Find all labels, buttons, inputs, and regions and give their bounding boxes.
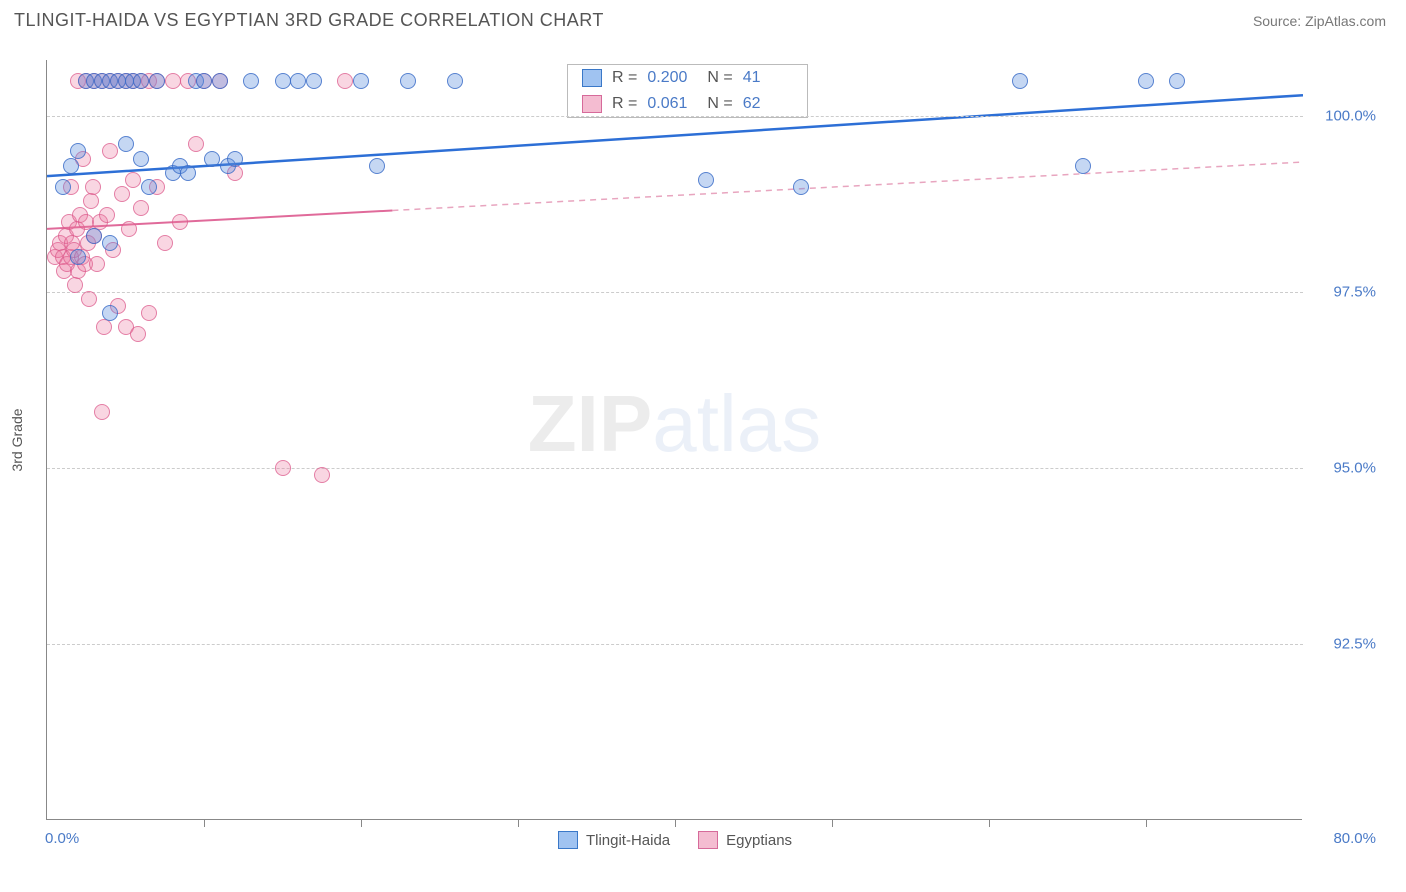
y-axis-title: 3rd Grade xyxy=(9,408,25,471)
data-point-pink xyxy=(314,467,330,483)
data-point-blue xyxy=(1169,73,1185,89)
n-value-blue: 41 xyxy=(743,69,793,87)
y-tick-label: 95.0% xyxy=(1333,460,1376,477)
data-point-blue xyxy=(180,165,196,181)
data-point-blue xyxy=(141,179,157,195)
stats-row-pink: R = 0.061 N = 62 xyxy=(568,91,807,117)
data-point-pink xyxy=(83,193,99,209)
data-point-blue xyxy=(102,305,118,321)
gridline xyxy=(47,116,1303,117)
legend-label-pink: Egyptians xyxy=(726,832,792,849)
data-point-blue xyxy=(70,143,86,159)
data-point-pink xyxy=(275,460,291,476)
x-tick xyxy=(1146,819,1147,827)
x-tick xyxy=(989,819,990,827)
y-tick-label: 92.5% xyxy=(1333,636,1376,653)
data-point-blue xyxy=(102,235,118,251)
data-point-blue xyxy=(204,151,220,167)
data-point-blue xyxy=(698,172,714,188)
data-point-pink xyxy=(165,73,181,89)
gridline xyxy=(47,468,1303,469)
x-tick xyxy=(518,819,519,827)
swatch-pink-icon xyxy=(698,831,718,849)
data-point-pink xyxy=(337,73,353,89)
gridline xyxy=(47,644,1303,645)
n-value-pink: 62 xyxy=(743,95,793,113)
data-point-blue xyxy=(1138,73,1154,89)
data-point-blue xyxy=(70,249,86,265)
data-point-pink xyxy=(96,319,112,335)
swatch-pink-icon xyxy=(582,95,602,113)
data-point-pink xyxy=(125,172,141,188)
n-label: N = xyxy=(707,69,732,87)
data-point-pink xyxy=(141,305,157,321)
data-point-blue xyxy=(86,228,102,244)
r-value-pink: 0.061 xyxy=(647,95,697,113)
data-point-blue xyxy=(118,136,134,152)
data-point-blue xyxy=(275,73,291,89)
data-point-pink xyxy=(188,136,204,152)
data-point-blue xyxy=(63,158,79,174)
data-point-pink xyxy=(89,256,105,272)
data-point-blue xyxy=(55,179,71,195)
legend-label-blue: Tlingit-Haida xyxy=(586,832,670,849)
y-tick-label: 100.0% xyxy=(1325,108,1376,125)
legend-item-blue: Tlingit-Haida xyxy=(558,831,670,849)
y-tick-label: 97.5% xyxy=(1333,284,1376,301)
n-label: N = xyxy=(707,95,732,113)
data-point-blue xyxy=(133,73,149,89)
bottom-legend: Tlingit-Haida Egyptians xyxy=(47,831,1303,849)
swatch-blue-icon xyxy=(558,831,578,849)
data-point-pink xyxy=(94,404,110,420)
x-tick xyxy=(204,819,205,827)
data-point-pink xyxy=(85,179,101,195)
stats-legend-box: R = 0.200 N = 41 R = 0.061 N = 62 xyxy=(567,64,808,118)
data-point-pink xyxy=(67,277,83,293)
data-point-blue xyxy=(1012,73,1028,89)
gridline xyxy=(47,292,1303,293)
data-point-blue xyxy=(243,73,259,89)
r-label: R = xyxy=(612,69,637,87)
x-tick xyxy=(361,819,362,827)
data-point-pink xyxy=(99,207,115,223)
data-point-blue xyxy=(149,73,165,89)
data-point-pink xyxy=(121,221,137,237)
data-point-blue xyxy=(133,151,149,167)
legend-item-pink: Egyptians xyxy=(698,831,792,849)
data-point-blue xyxy=(212,73,228,89)
data-point-blue xyxy=(196,73,212,89)
chart-title: TLINGIT-HAIDA VS EGYPTIAN 3RD GRADE CORR… xyxy=(14,10,604,31)
plot-container: ZIPatlas R = 0.200 N = 41 R = 0.061 N = … xyxy=(46,60,1386,820)
data-point-pink xyxy=(157,235,173,251)
stats-row-blue: R = 0.200 N = 41 xyxy=(568,65,807,91)
swatch-blue-icon xyxy=(582,69,602,87)
r-value-blue: 0.200 xyxy=(647,69,697,87)
data-point-pink xyxy=(133,200,149,216)
data-point-blue xyxy=(400,73,416,89)
data-point-blue xyxy=(793,179,809,195)
data-point-blue xyxy=(353,73,369,89)
source-label: Source: ZipAtlas.com xyxy=(1253,13,1386,29)
data-point-blue xyxy=(1075,158,1091,174)
data-point-pink xyxy=(130,326,146,342)
data-point-pink xyxy=(114,186,130,202)
data-point-pink xyxy=(172,214,188,230)
data-point-pink xyxy=(102,143,118,159)
x-axis-max-label: 80.0% xyxy=(1333,830,1376,847)
data-point-blue xyxy=(447,73,463,89)
x-tick xyxy=(675,819,676,827)
watermark: ZIPatlas xyxy=(528,378,821,470)
x-tick xyxy=(832,819,833,827)
r-label: R = xyxy=(612,95,637,113)
plot-area: ZIPatlas R = 0.200 N = 41 R = 0.061 N = … xyxy=(46,60,1302,820)
data-point-blue xyxy=(306,73,322,89)
data-point-blue xyxy=(227,151,243,167)
data-point-blue xyxy=(290,73,306,89)
data-point-pink xyxy=(81,291,97,307)
data-point-blue xyxy=(369,158,385,174)
